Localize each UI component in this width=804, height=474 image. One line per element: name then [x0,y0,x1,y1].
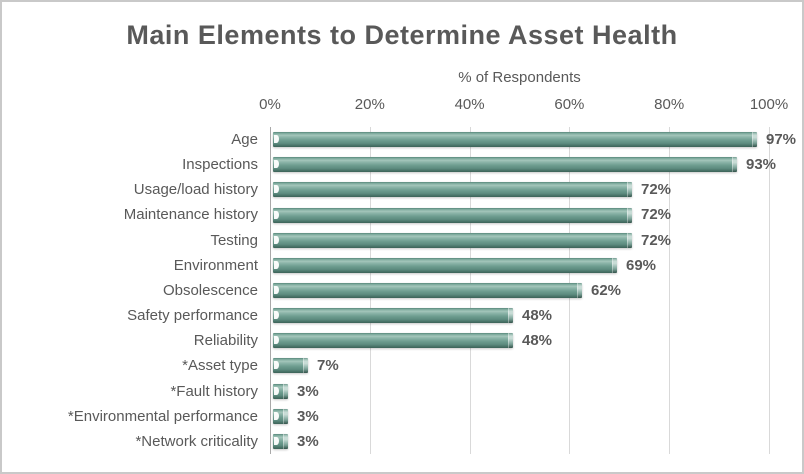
category-label: Usage/load history [133,181,258,199]
chart-title: Main Elements to Determine Asset Health [126,20,678,50]
bar [273,182,632,198]
bar-value-label: 7% [317,357,339,375]
bar-value-label: 62% [591,281,622,299]
bar [273,157,737,173]
category-label: Obsolescence [162,281,258,299]
bar [273,207,632,223]
x-axis-title: % of Respondents [458,69,581,86]
category-label: Age [231,131,258,148]
bar [273,308,513,324]
plot-area: 97% 93% 72% 72% 72% 69% 62% 48% 48% 7% 3% 3% 3% [270,127,796,454]
bar [273,358,308,374]
category-label: *Fault history [170,382,258,400]
bar [273,283,582,298]
category-label: Environment [173,256,258,274]
bar [273,333,513,349]
category-label: Safety performance [127,307,258,325]
gridline [769,127,770,454]
x-tick-label: 0% [259,96,281,113]
category-label: *Asset type [182,357,258,375]
bar [273,257,617,273]
bar-value-label: 3% [297,432,319,450]
bar-value-label: 93% [746,156,777,174]
bar [273,408,288,424]
bar [273,433,288,449]
bar-value-label: 3% [297,382,319,400]
x-tick-label: 100% [749,96,789,113]
x-tick-label: 40% [454,96,485,113]
x-tick-label: 80% [654,96,685,113]
bar-value-label: 48% [522,332,553,350]
category-label: *Network criticality [135,432,258,450]
category-label: Inspections [182,156,258,174]
bar [273,132,757,148]
bar [273,383,288,399]
bar-value-label: 3% [297,407,319,425]
bar-value-label: 69% [626,256,657,274]
x-tick-label: 60% [554,96,585,113]
category-label: Reliability [193,332,258,350]
category-label: Testing [210,231,258,249]
bar-value-label: 72% [641,206,672,224]
gridline [669,127,671,454]
bar-value-label: 48% [522,307,553,325]
bar [273,232,632,248]
bar-value-label: 72% [641,231,672,249]
bar-value-label: 72% [641,181,672,199]
x-tick-label: 20% [354,96,385,113]
bar-value-label: 97% [766,131,797,148]
category-label: Maintenance history [123,206,258,224]
category-label: *Environmental performance [67,407,258,425]
